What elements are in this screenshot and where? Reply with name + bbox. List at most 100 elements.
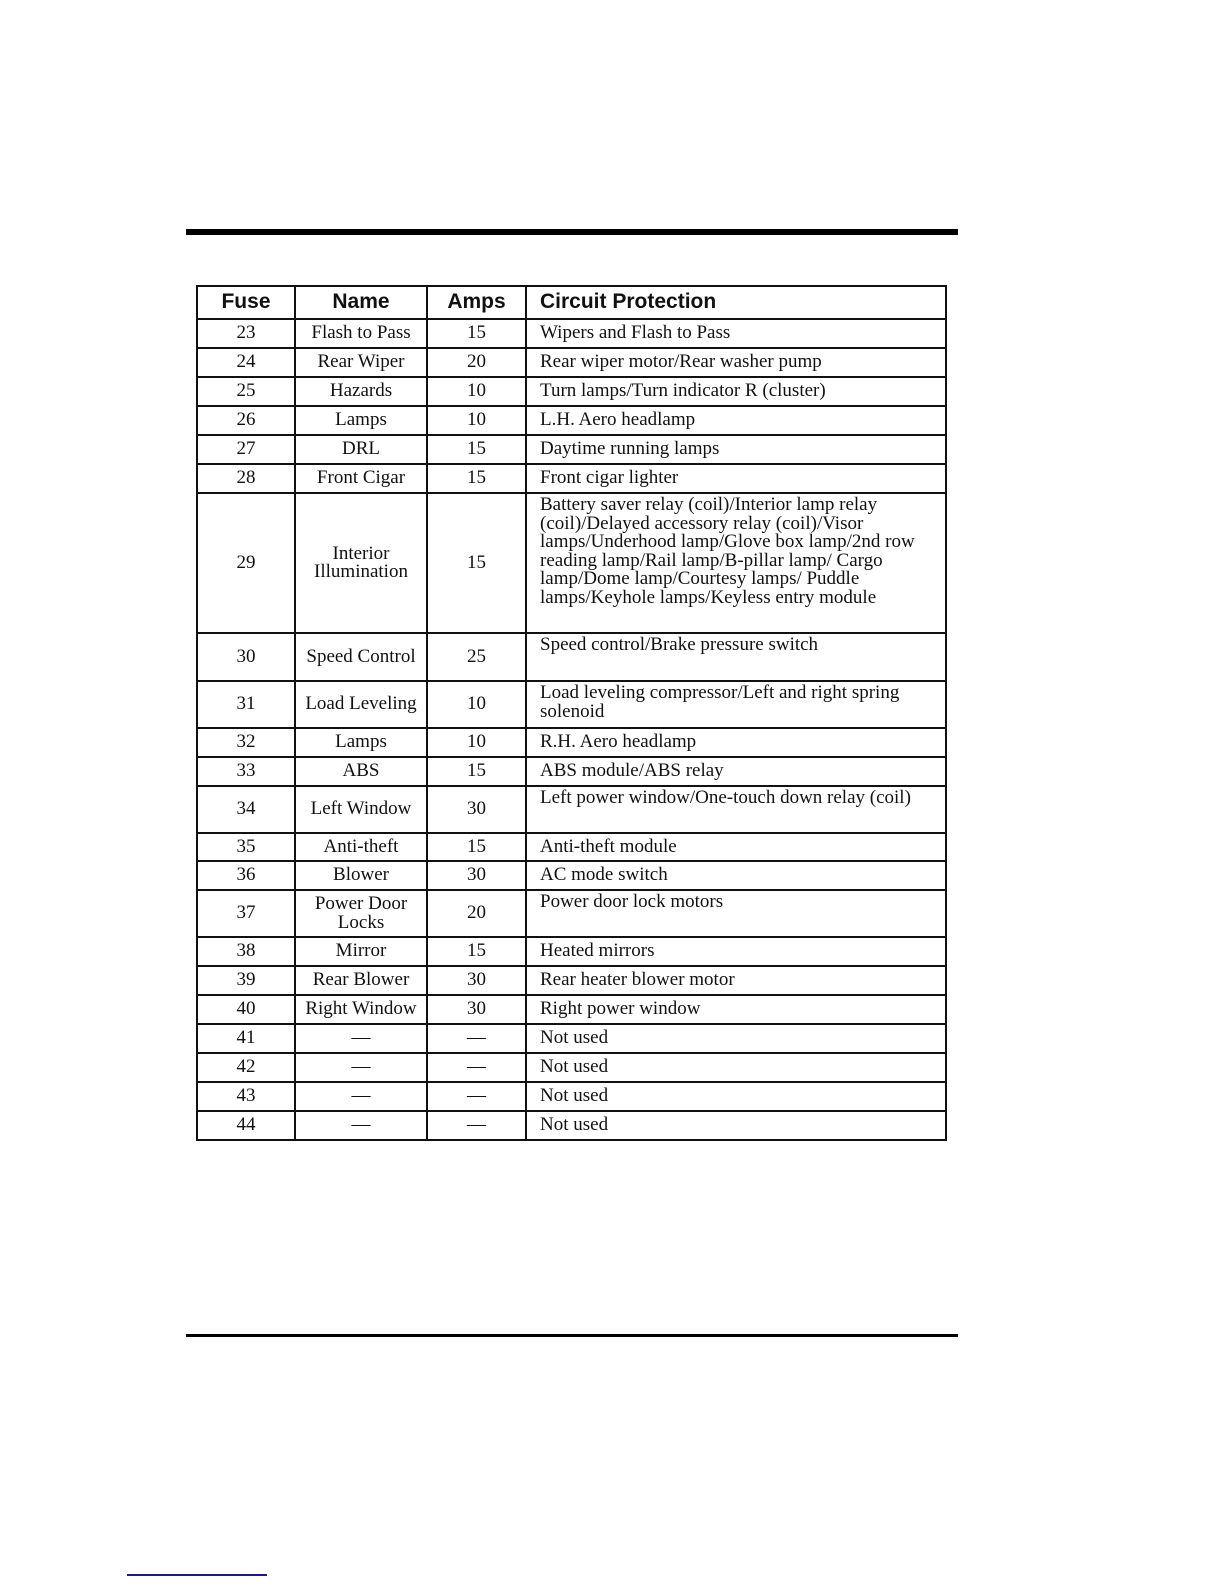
name-cell: Flash to Pass [294,318,428,349]
amps-cell: 10 [426,727,527,758]
name-cell: Rear Wiper [294,347,428,378]
fuse-cell: 42 [196,1052,296,1083]
name-cell: DRL [294,434,428,465]
name-cell: Rear Blower [294,965,428,996]
fuse-cell: 33 [196,756,296,787]
header-circuit-protection: Circuit Protection [525,285,947,320]
circuit-protection-cell: Not used [525,1110,947,1141]
bottom-rule [186,1334,958,1337]
fuse-cell: 34 [196,785,296,834]
link-underline[interactable] [127,1574,267,1576]
amps-cell: 30 [426,785,527,834]
table-row: 37 Power Door Locks 20 Power door lock moto… [196,889,947,938]
name-cell: Interior Illumination [294,492,428,634]
circuit-protection-cell: Rear wiper motor/Rear washer pump [525,347,947,378]
circuit-protection-cell: Speed control/Brake pressure switch [525,632,947,682]
circuit-protection-cell: Load leveling compressor/Left and right … [525,680,947,729]
circuit-protection-cell: L.H. Aero headlamp [525,405,947,436]
table-header-row: Fuse Name Amps Circuit Protection [196,285,947,320]
circuit-protection-cell: Daytime running lamps [525,434,947,465]
table-row: 39 Rear Blower 30 Rear heater blower motor [196,965,947,996]
fuse-cell: 25 [196,376,296,407]
amps-cell: 15 [426,832,527,862]
circuit-protection-cell: Not used [525,1023,947,1054]
amps-cell: 10 [426,376,527,407]
name-cell: Front Cigar [294,463,428,494]
amps-cell: 20 [426,889,527,938]
fuse-cell: 39 [196,965,296,996]
header-name: Name [294,285,428,320]
header-fuse: Fuse [196,285,296,320]
amps-cell: 15 [426,492,527,634]
fuse-cell: 27 [196,434,296,465]
amps-cell: 30 [426,965,527,996]
table-row: 25 Hazards 10 Turn lamps/Turn indicator R (… [196,376,947,407]
amps-cell: 15 [426,318,527,349]
circuit-protection-cell: Left power window/One-touch down relay (… [525,785,947,834]
fuse-cell: 40 [196,994,296,1025]
amps-cell: 25 [426,632,527,682]
fuse-cell: 23 [196,318,296,349]
amps-cell: — [426,1052,527,1083]
table-row: 38 Mirror 15 Heated mirrors [196,936,947,967]
circuit-protection-cell: Anti-theft module [525,832,947,862]
name-cell: Anti-theft [294,832,428,862]
circuit-protection-cell: Right power window [525,994,947,1025]
table-row: 28 Front Cigar 15 Front cigar lighter [196,463,947,494]
circuit-protection-cell: Heated mirrors [525,936,947,967]
amps-cell: 15 [426,463,527,494]
name-cell: Hazards [294,376,428,407]
table-row: 29 Interior Illumination 15 Battery saver r… [196,492,947,634]
name-cell: Lamps [294,727,428,758]
table-row: 41— — Not used [196,1023,947,1054]
name-cell: Power Door Locks [294,889,428,938]
table-row: 35 Anti-theft 15 Anti-theft module [196,832,947,862]
amps-cell: 30 [426,994,527,1025]
circuit-protection-cell: AC mode switch [525,860,947,891]
table-row: 24 Rear Wiper 20 Rear wiper motor/Rear wash… [196,347,947,378]
fuse-cell: 41 [196,1023,296,1054]
circuit-protection-cell: Rear heater blower motor [525,965,947,996]
amps-cell: 15 [426,936,527,967]
name-cell: Right Window [294,994,428,1025]
table-row: 43— — Not used [196,1081,947,1112]
fuse-cell: 32 [196,727,296,758]
circuit-protection-cell: R.H. Aero headlamp [525,727,947,758]
fuse-cell: 26 [196,405,296,436]
header-amps: Amps [426,285,527,320]
table-row: 23 Flash to Pass 15 Wipers and Flash to Pas… [196,318,947,349]
name-cell: — [294,1110,428,1141]
top-rule [186,229,958,235]
circuit-protection-cell: ABS module/ABS relay [525,756,947,787]
fuse-cell: 30 [196,632,296,682]
name-cell: Speed Control [294,632,428,682]
name-cell: ABS [294,756,428,787]
circuit-protection-cell: Not used [525,1052,947,1083]
amps-cell: — [426,1110,527,1141]
fuse-cell: 43 [196,1081,296,1112]
fuse-cell: 44 [196,1110,296,1141]
name-cell: — [294,1081,428,1112]
table-row: 30 Speed Control 25 Speed control/Brake pre… [196,632,947,682]
table-row: 42— — Not used [196,1052,947,1083]
amps-cell: 20 [426,347,527,378]
fuse-cell: 28 [196,463,296,494]
name-cell: Left Window [294,785,428,834]
table-row: 36 Blower 30 AC mode switch [196,860,947,891]
fuse-cell: 38 [196,936,296,967]
table-row: 31 Load Leveling 10 Load leveling compresso… [196,680,947,729]
circuit-protection-cell: Power door lock motors [525,889,947,938]
circuit-protection-cell: Turn lamps/Turn indicator R (cluster) [525,376,947,407]
circuit-protection-cell: Wipers and Flash to Pass [525,318,947,349]
table-row: 44— — Not used [196,1110,947,1141]
name-cell: Mirror [294,936,428,967]
amps-cell: 15 [426,756,527,787]
fuse-cell: 37 [196,889,296,938]
name-cell: Blower [294,860,428,891]
table-row: 33 ABS 15 ABS module/ABS relay [196,756,947,787]
amps-cell: 15 [426,434,527,465]
circuit-protection-cell: Battery saver relay (coil)/Interior lamp… [525,492,947,634]
amps-cell: — [426,1023,527,1054]
circuit-protection-cell: Front cigar lighter [525,463,947,494]
table-row: 40 Right Window 30 Right power window [196,994,947,1025]
